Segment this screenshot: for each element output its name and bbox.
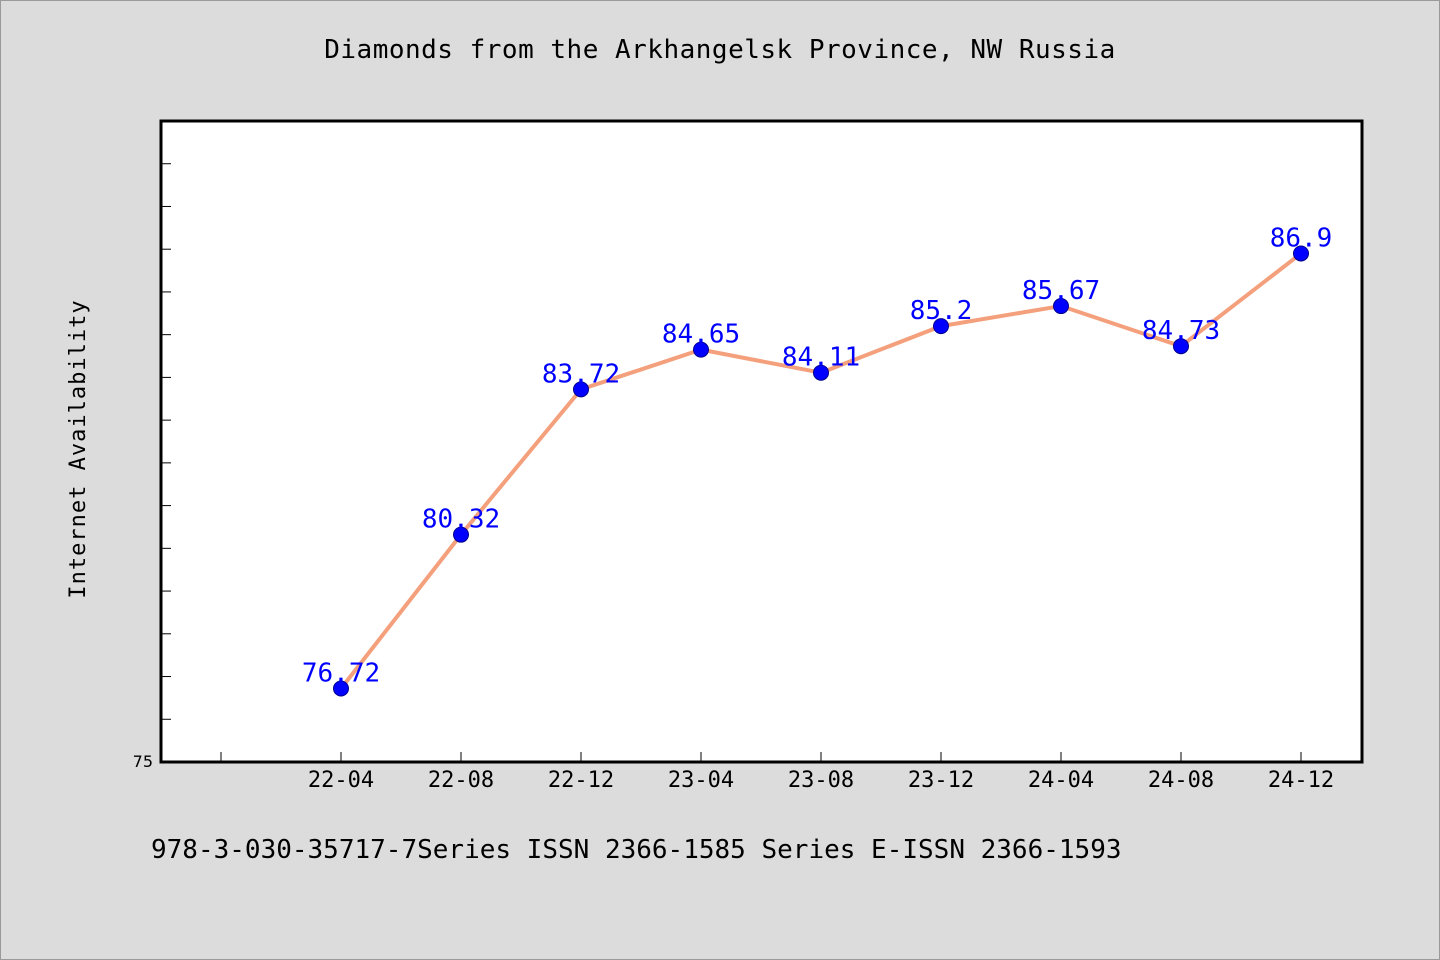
data-point [1053,298,1069,315]
data-point [1293,245,1309,262]
data-point [693,341,709,358]
data-point [933,318,949,335]
x-axis-ticks [220,752,1302,762]
data-label: 76.72 [302,658,380,688]
x-tick-label: 23-08 [788,768,854,793]
data-label: 84.11 [782,343,860,373]
chart-title: Diamonds from the Arkhangelsk Province, … [324,35,1116,65]
data-label: 83.72 [542,359,620,389]
data-label: 85.2 [910,296,973,326]
footer-note: 978-3-030-35717-7Series ISSN 2366-1585 S… [151,835,1122,865]
x-tick-label: 24-12 [1268,768,1334,793]
x-tick-label: 23-12 [908,768,974,793]
data-label: 85.67 [1022,276,1100,306]
data-label: 86.9 [1270,223,1333,253]
data-label: 84.73 [1142,316,1220,346]
y-axis-label: Internet Availability [66,299,91,598]
data-label: 84.65 [662,320,740,350]
data-point [1173,338,1189,355]
plot-area [159,119,1364,764]
y-tick-label: 75 [133,752,153,771]
data-point [333,680,349,697]
series-layer: 76.72 80.32 83.72 84.65 84.11 85.2 85.67 84.73 8… [302,223,1333,697]
data-point [813,364,829,381]
y-axis-ticks [161,163,171,763]
data-point [453,526,469,543]
x-tick-label: 22-12 [548,768,614,793]
data-label: 80.32 [422,505,500,535]
x-tick-label: 22-08 [428,768,494,793]
data-point [573,381,589,398]
x-tick-label: 23-04 [668,768,734,793]
x-tick-label: 24-08 [1148,768,1214,793]
x-tick-label: 22-04 [308,768,374,793]
x-tick-label: 24-04 [1028,768,1094,793]
